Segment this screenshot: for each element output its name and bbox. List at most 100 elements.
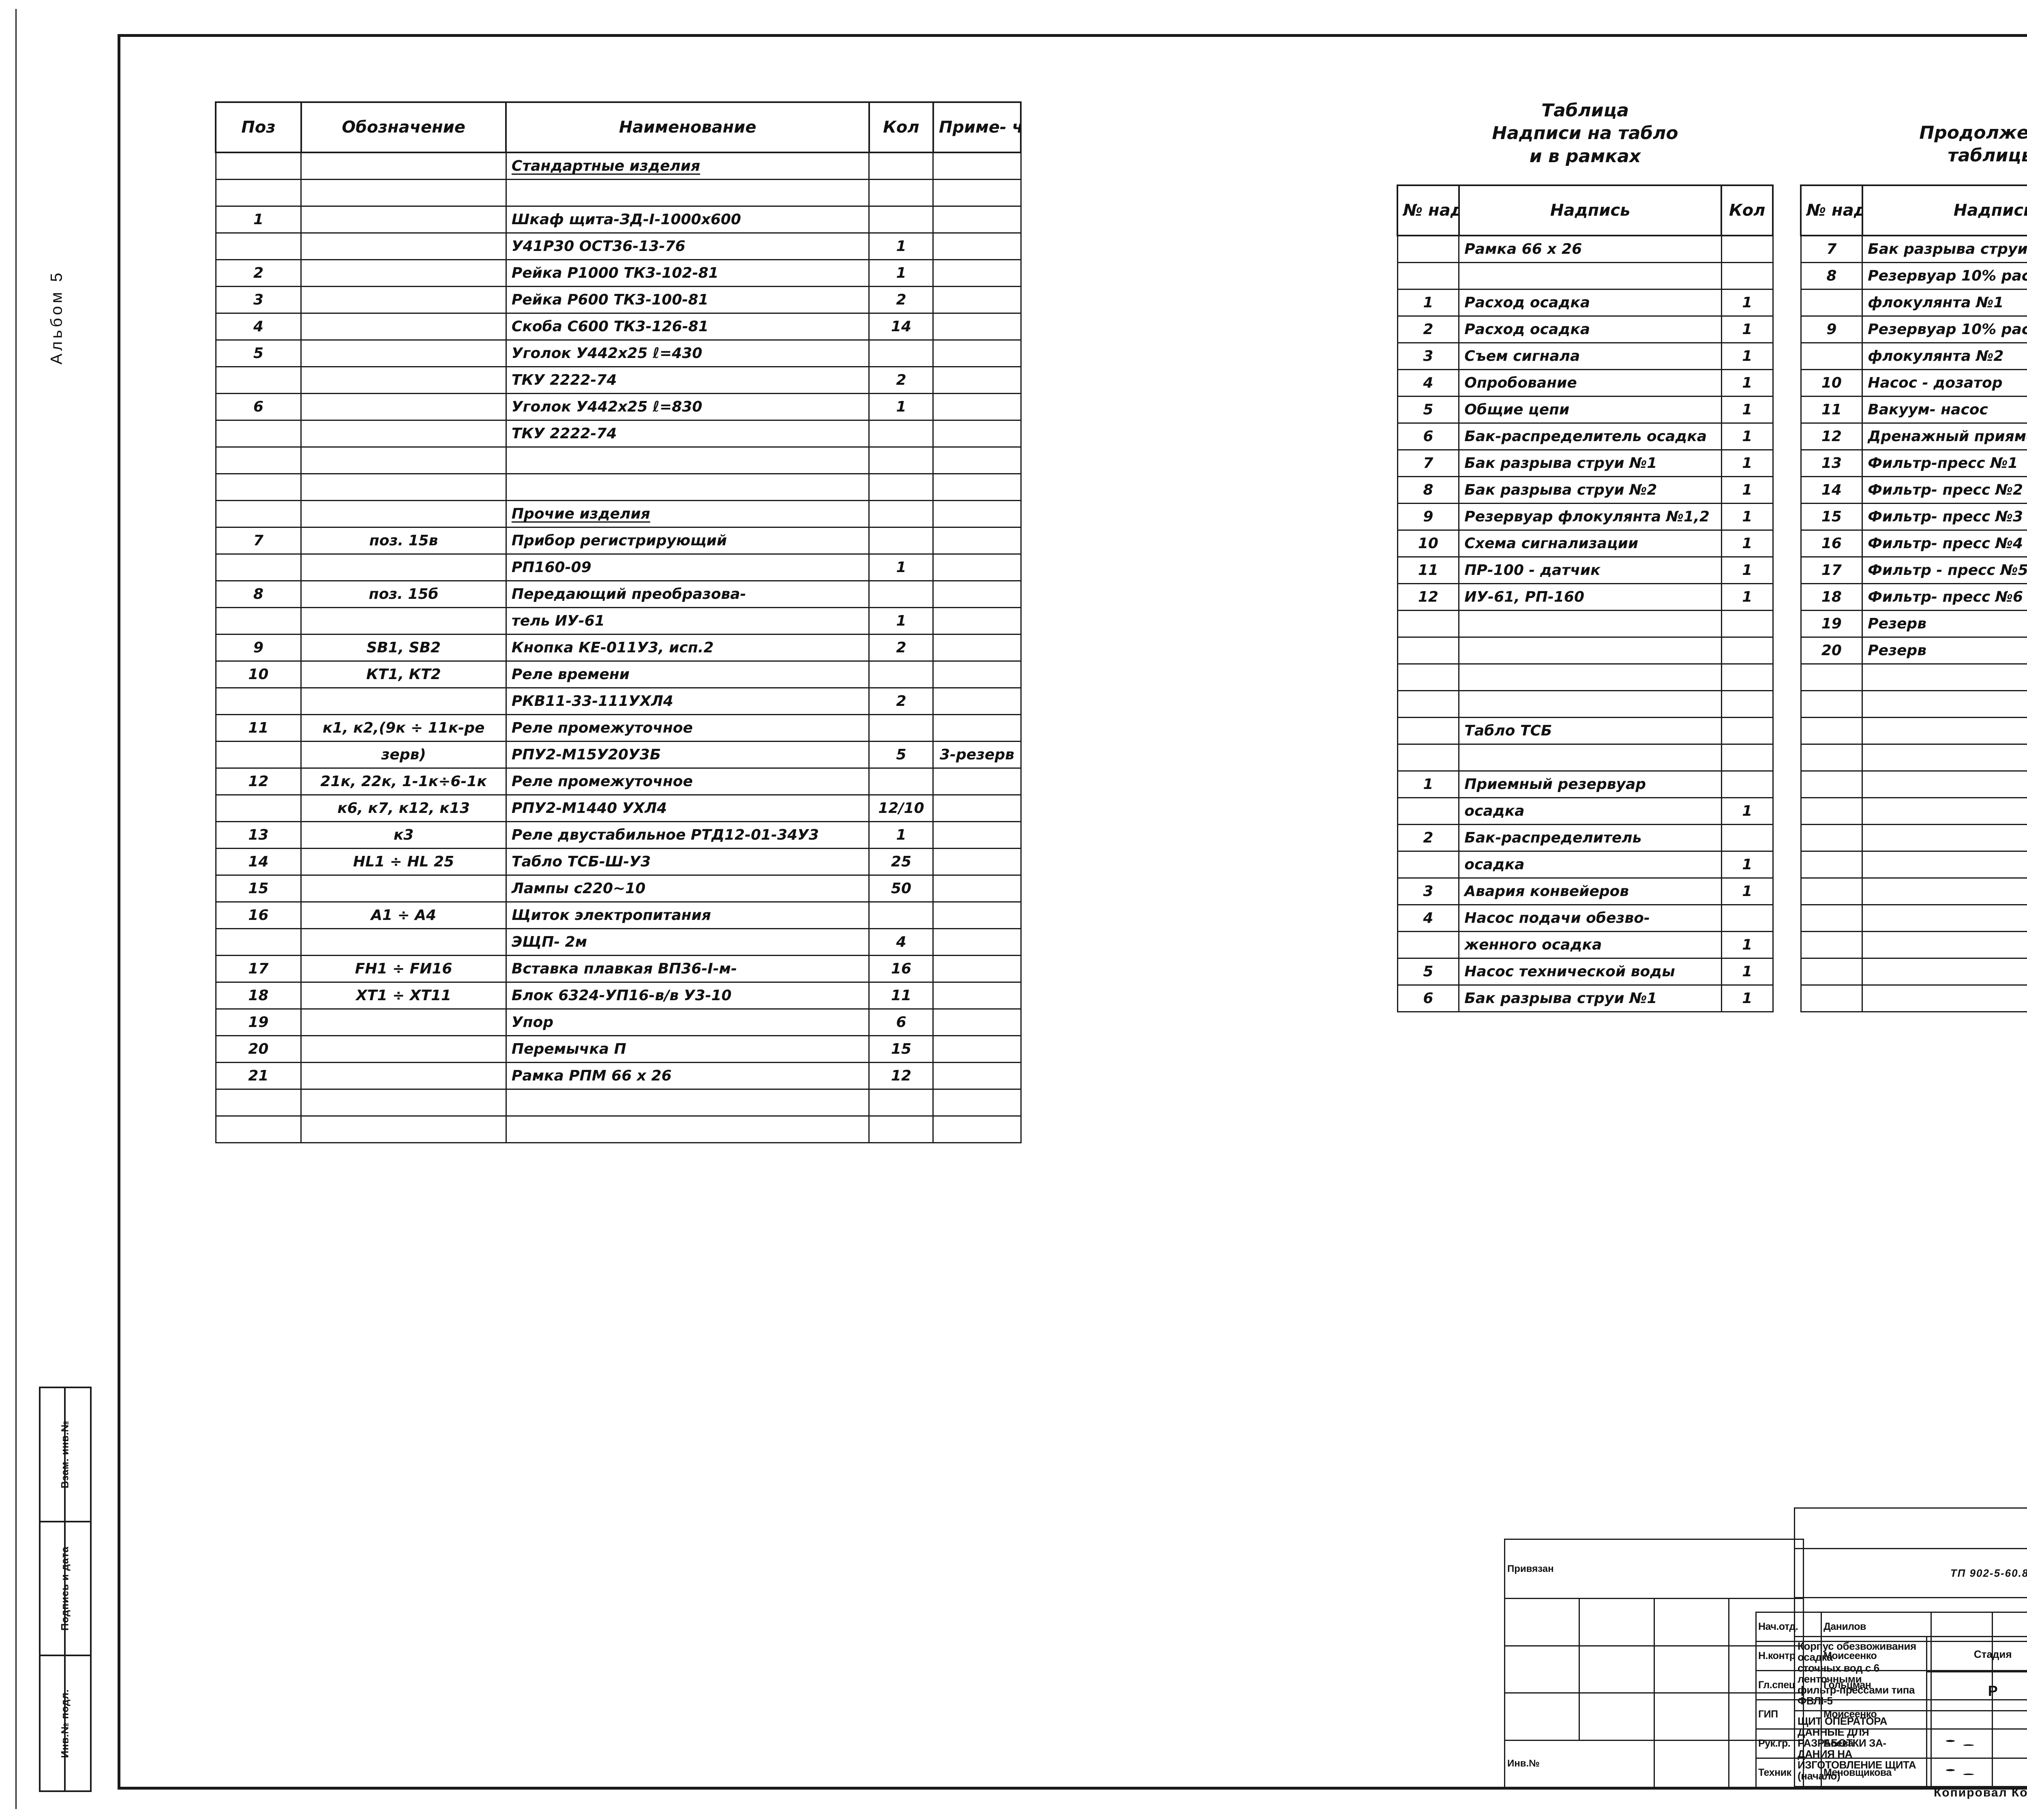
- cell-note: [932, 179, 1022, 207]
- cell-note: [932, 473, 1022, 501]
- side-stamp-label-inv: Инв.№ подл.: [59, 1689, 71, 1758]
- tb-blank-top: [1794, 1507, 2027, 1550]
- cell-inscription-no: 1: [1397, 770, 1460, 798]
- table-row: [1800, 931, 2027, 959]
- cell-inscription-no: [1800, 663, 1863, 691]
- cell-position: 5: [215, 339, 302, 367]
- cell-note: [932, 1089, 1022, 1117]
- cell-inscription-text: [1862, 717, 2027, 745]
- cell-position: [215, 1115, 302, 1143]
- table-row: [215, 1115, 1022, 1143]
- cell-note: [932, 259, 1022, 287]
- cell-name: Реле двустабильное РТД12-01-34У3: [505, 821, 870, 849]
- cell-inscription-no: 2: [1397, 315, 1460, 343]
- cell-inscription-no: [1397, 744, 1460, 772]
- col-header-note: Приме- чание: [932, 101, 1022, 153]
- table-row: Прочие изделия: [215, 500, 1022, 528]
- cell-inscription-no: [1800, 744, 1863, 772]
- side-stamp-divider: [64, 1522, 66, 1655]
- cell-note: [932, 848, 1022, 876]
- cell-quantity: 1: [868, 553, 934, 581]
- cell-inscription-text: Насос - дозатор: [1862, 369, 2027, 397]
- cell-inscription-no: [1800, 904, 1863, 932]
- cell-quantity: 1: [1721, 476, 1774, 504]
- cell-quantity: [1721, 770, 1774, 798]
- right-table-header-row: № надписи Надпись Кол: [1800, 184, 2027, 236]
- cell-quantity: 1: [868, 393, 934, 421]
- cell-name: Стандартные изделия: [505, 152, 870, 180]
- table-row: [1800, 717, 2027, 745]
- cell-note: [932, 232, 1022, 260]
- cell-quantity: 2: [868, 634, 934, 662]
- table-row: 3 Авария конвейеров 1: [1397, 877, 1774, 905]
- cell-quantity: 1: [1721, 958, 1774, 986]
- cell-position: 13: [215, 821, 302, 849]
- cell-note: [932, 206, 1022, 234]
- table-row: [1397, 690, 1774, 718]
- cell-inscription-text: Бак разрыва струи №2: [1458, 476, 1722, 504]
- rev-cell: [1579, 1692, 1655, 1741]
- table-row: 19Резерв1: [1800, 610, 2027, 638]
- cell-inscription-no: [1800, 717, 1863, 745]
- cell-inscription-no: 5: [1397, 396, 1460, 424]
- cell-inscription-text: [1458, 744, 1722, 772]
- cell-position: 11: [215, 714, 302, 742]
- cell-inscription-text: [1862, 904, 2027, 932]
- table-row: 17 FН1 ÷ FИ16 Вставка плавкая ВП36-I-м- 16: [215, 955, 1022, 983]
- cell-position: [215, 179, 302, 207]
- date-cell: [1992, 1612, 2027, 1642]
- cell-name: Щиток электропитания: [505, 901, 870, 929]
- cell-quantity: [1721, 235, 1774, 263]
- cell-note: [932, 1035, 1022, 1063]
- cell-quantity: 50: [868, 875, 934, 902]
- cell-inscription-no: 11: [1397, 556, 1460, 584]
- cell-inscription-no: 7: [1397, 449, 1460, 477]
- table-row: [1800, 744, 2027, 772]
- cell-note: [932, 527, 1022, 555]
- cell-inscription-text: [1862, 958, 2027, 986]
- cell-inscription-text: Бак-распределитель осадка: [1458, 422, 1722, 450]
- cell-quantity: [868, 714, 934, 742]
- signature-row: Рук.гр. Боева: [1755, 1728, 2027, 1759]
- cell-quantity: 1: [1721, 289, 1774, 317]
- cell-note: [932, 420, 1022, 448]
- cell-quantity: [1721, 744, 1774, 772]
- cell-quantity: 1: [868, 232, 934, 260]
- cell-quantity: 1: [1721, 503, 1774, 531]
- cell-name: Рейка Р600 ТК3-100-81: [505, 286, 870, 314]
- cell-inscription-text: флокулянта №2: [1862, 342, 2027, 370]
- cell-designation: [300, 1035, 507, 1063]
- cell-quantity: [1721, 717, 1774, 745]
- signature-grid: Нач.отд. Данилов Н.контр Моисеенко Гл.спец Го…: [1755, 1612, 2027, 1788]
- cell-position: [215, 553, 302, 581]
- cell-note: [932, 446, 1022, 474]
- table-row: [1800, 824, 2027, 852]
- cell-quantity: 2: [868, 687, 934, 715]
- table-row: [1800, 690, 2027, 718]
- cell-designation: 21к, 22к, 1-1к÷6-1к: [300, 767, 507, 795]
- cell-quantity: [868, 206, 934, 234]
- cell-inscription-no: 7: [1800, 235, 1863, 263]
- cell-name: Шкаф щита-ЗД-I-1000х600: [505, 206, 870, 234]
- cell-name: РП160-09: [505, 553, 870, 581]
- cell-inscription-no: 15: [1800, 503, 1863, 531]
- cell-inscription-no: 9: [1800, 315, 1863, 343]
- table-row: тель ИУ-61 1: [215, 607, 1022, 635]
- cell-inscription-no: [1397, 262, 1460, 290]
- cell-designation: [300, 553, 507, 581]
- table-row: 2 Бак-распределитель: [1397, 824, 1774, 852]
- cell-quantity: 5: [868, 741, 934, 769]
- cell-inscription-no: 17: [1800, 556, 1863, 584]
- cell-quantity: [868, 1115, 934, 1143]
- cell-quantity: 1: [1721, 984, 1774, 1012]
- table-row: 11 ПР-100 - датчик 1: [1397, 556, 1774, 584]
- person-name: Боева: [1821, 1728, 1932, 1759]
- side-stamp-label-podpis: Подпись и дата: [59, 1546, 71, 1631]
- cell-inscription-text: [1862, 984, 2027, 1012]
- cell-designation: [300, 232, 507, 260]
- mid-table-header-row: № надписи Надпись Кол: [1397, 184, 1774, 236]
- cell-quantity: 11: [868, 982, 934, 1010]
